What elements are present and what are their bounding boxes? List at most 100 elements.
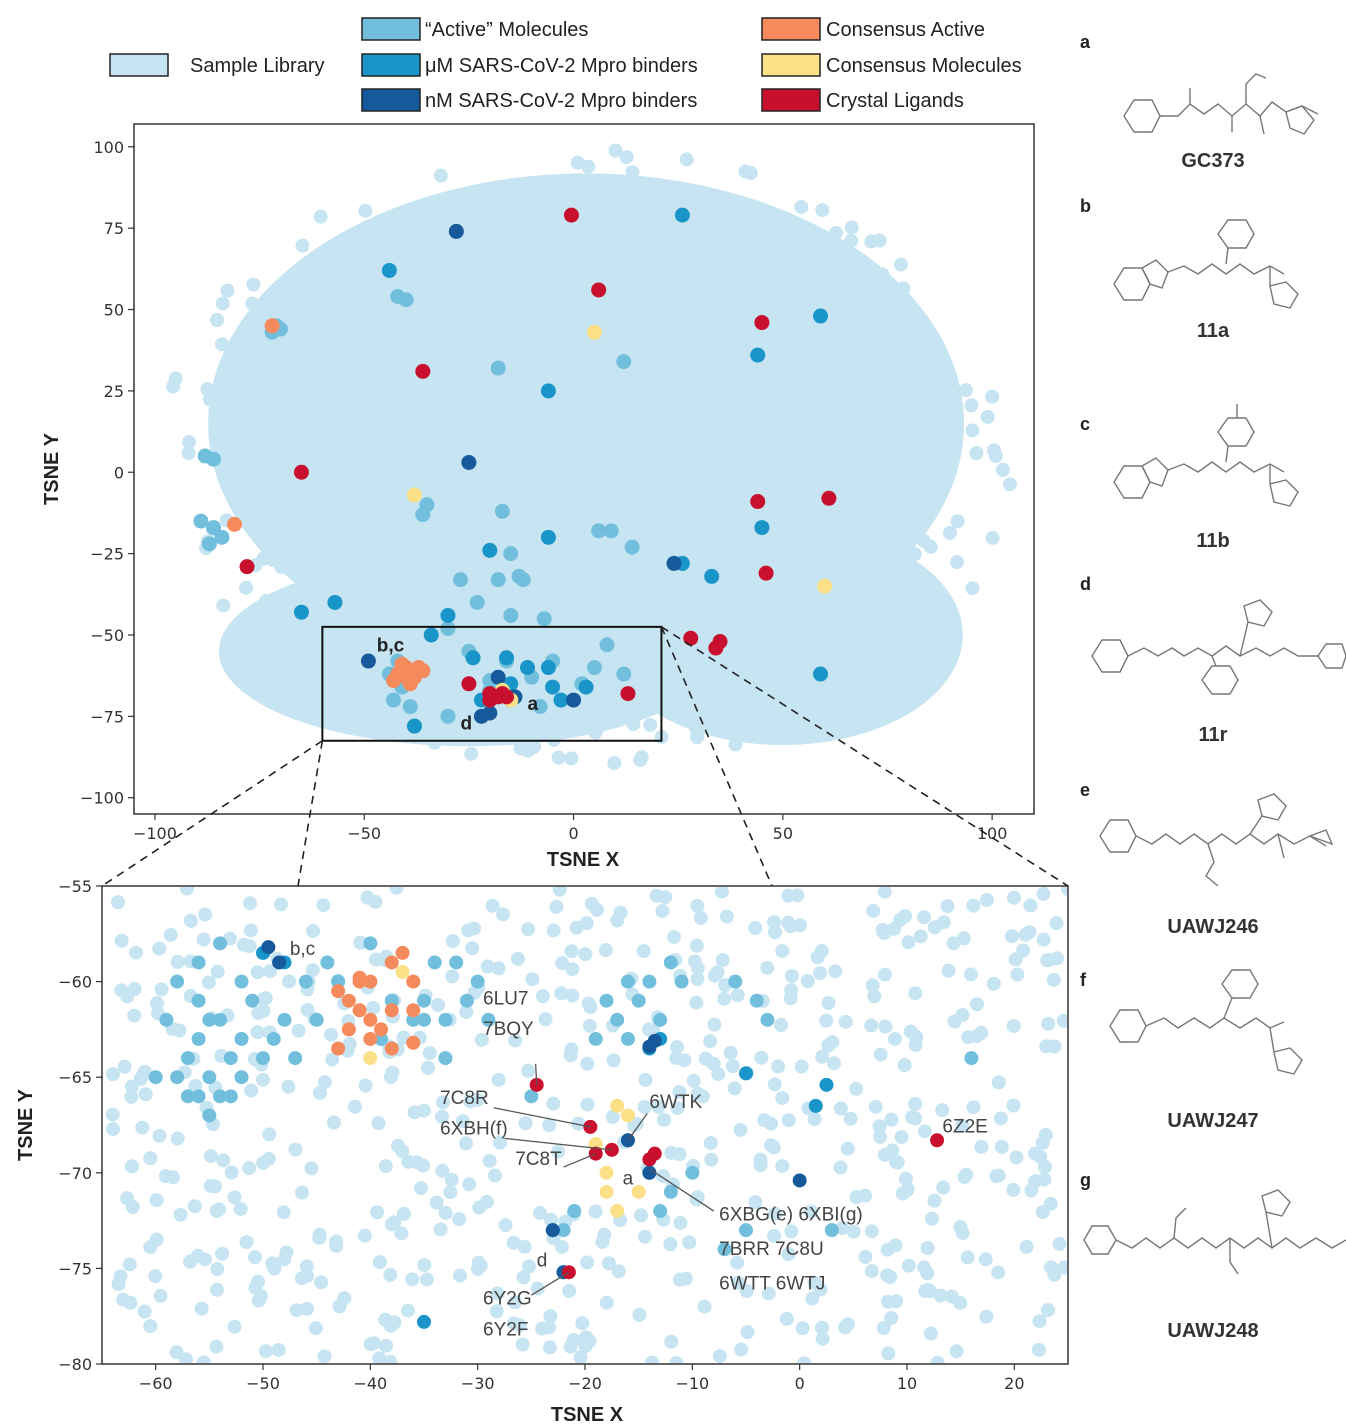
sample-point xyxy=(672,611,687,626)
sample-point xyxy=(756,532,771,547)
sample-point xyxy=(780,429,795,444)
sample-point xyxy=(499,589,514,604)
sample-point xyxy=(302,495,317,510)
bottom-x-tick-label: 10 xyxy=(897,1374,917,1393)
sample-point xyxy=(525,972,540,987)
sample-point xyxy=(532,1205,547,1220)
sample-point xyxy=(243,923,258,938)
sample-point xyxy=(819,355,834,370)
sample-point xyxy=(795,394,810,409)
point-active xyxy=(453,572,469,588)
sample-point xyxy=(713,294,728,309)
bottom-y-axis-title: TSNE Y xyxy=(15,1088,37,1161)
sample-point xyxy=(515,255,530,270)
sample-point xyxy=(424,251,439,266)
point-active xyxy=(631,993,646,1008)
sample-point xyxy=(464,746,479,761)
sample-point xyxy=(672,1084,687,1099)
sample-point xyxy=(840,1141,855,1156)
sample-point xyxy=(930,1355,945,1363)
sample-point xyxy=(1036,932,1051,947)
sample-point xyxy=(913,929,928,944)
molecule-name: UAWJ247 xyxy=(1167,1110,1259,1132)
sample-point xyxy=(942,526,957,541)
sample-point xyxy=(242,1161,257,1176)
sample-point xyxy=(565,446,580,461)
sample-point xyxy=(644,461,659,476)
sample-point xyxy=(353,405,368,420)
sample-point xyxy=(701,240,716,255)
sample-point xyxy=(289,1303,304,1318)
sample-point xyxy=(912,524,927,539)
legend-swatch-cons-active xyxy=(761,17,821,41)
point-active xyxy=(524,1089,539,1104)
point-um xyxy=(704,568,720,584)
sample-point xyxy=(790,888,805,903)
sample-point xyxy=(515,483,530,498)
sample-point xyxy=(703,1136,718,1151)
sample-point xyxy=(551,1144,566,1159)
point-um xyxy=(739,1066,753,1081)
point-um xyxy=(754,520,770,536)
sample-point xyxy=(501,448,516,463)
sample-point xyxy=(562,1284,577,1299)
sample-point xyxy=(224,1165,239,1180)
sample-point xyxy=(426,549,441,564)
legend-label-active: “Active” Molecules xyxy=(425,19,588,41)
sample-point xyxy=(783,292,798,307)
sample-point xyxy=(554,399,569,414)
sample-point xyxy=(598,943,613,958)
point-active xyxy=(603,523,619,539)
sample-point xyxy=(485,898,500,913)
sample-point xyxy=(985,389,1000,404)
point-active xyxy=(438,1012,453,1027)
sample-point xyxy=(520,197,535,212)
sample-point xyxy=(991,1265,1006,1280)
sample-point xyxy=(991,1075,1006,1090)
point-active xyxy=(503,546,519,562)
sample-point xyxy=(360,890,375,905)
sample-point xyxy=(917,910,932,925)
sample-point xyxy=(820,626,835,641)
point-active xyxy=(159,1012,174,1027)
bottom-x-tick-label: −40 xyxy=(353,1374,387,1393)
sample-point xyxy=(873,1047,888,1062)
point-cons-active xyxy=(395,945,410,960)
sample-point xyxy=(565,988,580,1003)
sample-point xyxy=(987,443,1002,458)
sample-point xyxy=(807,1112,822,1127)
sample-point xyxy=(641,1022,656,1037)
sample-point xyxy=(908,1097,923,1112)
sample-point xyxy=(179,887,194,896)
sample-point xyxy=(551,750,566,765)
pdb-label: 7C8R xyxy=(440,1088,489,1109)
sample-point xyxy=(149,1193,164,1208)
sample-point xyxy=(933,1288,948,1303)
bottom-x-tick-label: −50 xyxy=(246,1374,280,1393)
sample-point xyxy=(594,443,609,458)
sample-point xyxy=(215,1246,230,1261)
sample-point xyxy=(367,448,382,463)
sample-point xyxy=(300,1269,315,1284)
sample-point xyxy=(500,713,515,728)
sample-point xyxy=(666,446,681,461)
sample-point xyxy=(305,963,320,978)
bottom-pdb-labels: b,c 6LU7 7BQY 7C8R 6WTK 6XBH(f) 7C8T a 6XBG(e) 6… xyxy=(290,939,988,1340)
sample-point xyxy=(366,1000,381,1015)
sample-point xyxy=(959,1167,974,1182)
sample-point xyxy=(1056,1013,1067,1028)
sample-point xyxy=(666,330,681,345)
sample-point xyxy=(387,1315,402,1330)
sample-point xyxy=(762,674,777,689)
sample-point xyxy=(210,964,225,979)
sample-point xyxy=(927,1193,942,1208)
sample-point xyxy=(609,581,624,596)
sample-point xyxy=(927,920,942,935)
sample-point xyxy=(583,182,598,197)
sample-point xyxy=(950,555,965,570)
point-active xyxy=(749,993,764,1008)
sample-point xyxy=(571,1116,586,1131)
point-active xyxy=(213,1012,228,1027)
sample-point xyxy=(865,978,880,993)
sample-point xyxy=(405,608,420,623)
